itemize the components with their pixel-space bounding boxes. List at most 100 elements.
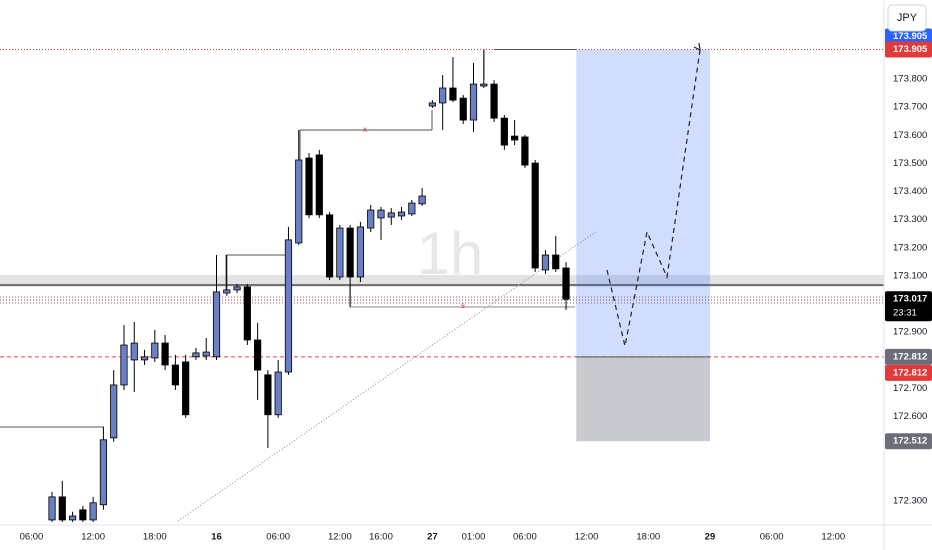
plot bbox=[48, 50, 570, 522]
currency-button[interactable] bbox=[887, 4, 927, 32]
candle-body bbox=[233, 286, 241, 291]
candle-body bbox=[264, 374, 272, 416]
candle-body bbox=[439, 87, 447, 104]
projection-path bbox=[606, 49, 701, 347]
y-tick-label: 173.800 bbox=[893, 74, 927, 85]
candle-body bbox=[243, 286, 251, 341]
x-tick-label: 12:00 bbox=[328, 532, 352, 543]
candle-body bbox=[387, 212, 395, 218]
axes: 172.300 172.600 172.700 172.900 173.100 173.2… bbox=[20, 28, 932, 543]
candle-body bbox=[182, 361, 190, 416]
candle-body bbox=[274, 371, 282, 416]
x-tick-label: 12:00 bbox=[821, 532, 845, 543]
y-tick-label: 173.200 bbox=[893, 242, 927, 253]
y-tick-label: 173.700 bbox=[893, 102, 927, 113]
x-tick-label: 12:00 bbox=[81, 532, 105, 543]
target-price-label: 173.905 bbox=[893, 44, 928, 55]
y-tick-label: 172.900 bbox=[893, 327, 927, 338]
y-tick-label: 172.600 bbox=[893, 411, 927, 422]
candle-body bbox=[459, 97, 467, 121]
marker: x bbox=[363, 125, 367, 134]
candle-body bbox=[212, 291, 221, 358]
price-band bbox=[0, 275, 884, 287]
candle-body bbox=[367, 209, 375, 229]
interval-watermark: 1h bbox=[417, 220, 484, 287]
candle-body bbox=[408, 202, 416, 215]
stop-price-label-bg bbox=[885, 433, 932, 450]
candle-body bbox=[171, 364, 179, 386]
candle-body bbox=[511, 135, 519, 141]
candle-body bbox=[161, 342, 169, 366]
marker: s bbox=[461, 301, 465, 310]
candle-body bbox=[449, 87, 457, 101]
candle-body bbox=[295, 159, 303, 244]
candle-body bbox=[305, 157, 313, 216]
target-price-label: 173.905 bbox=[893, 31, 928, 42]
candle-body bbox=[99, 439, 108, 506]
candle-body bbox=[500, 117, 508, 146]
x-tick-label: 29 bbox=[705, 532, 716, 543]
y-tick-label: 172.300 bbox=[893, 495, 927, 506]
candle-body bbox=[89, 502, 97, 521]
x-tick-label: 27 bbox=[427, 532, 438, 543]
candle-body bbox=[130, 342, 138, 361]
projection-arrow bbox=[693, 42, 701, 52]
entry-price-label: 172.812 bbox=[893, 351, 927, 362]
y-tick-label: 172.700 bbox=[893, 383, 927, 394]
candle-body bbox=[254, 339, 262, 371]
candle-body bbox=[68, 515, 77, 521]
candle-body bbox=[110, 384, 118, 439]
entry-price-label-bg bbox=[885, 364, 932, 381]
y-tick-label: 173.500 bbox=[893, 158, 927, 169]
candle-body bbox=[79, 509, 87, 521]
x-tick-label: 06:00 bbox=[760, 532, 784, 543]
target-price-label-bg bbox=[885, 41, 932, 58]
x-tick-label: 16 bbox=[211, 532, 222, 543]
candle-body bbox=[48, 496, 56, 521]
x-tick-label: 12:00 bbox=[575, 532, 599, 543]
stop-zone bbox=[576, 356, 710, 442]
x-tick-label: 18:00 bbox=[636, 532, 660, 543]
candle-body bbox=[346, 227, 354, 278]
candle-body bbox=[151, 342, 159, 359]
y-tick-label: 173.400 bbox=[893, 186, 927, 197]
x-tick-label: 06:00 bbox=[20, 532, 44, 543]
y-tick-label: 173.100 bbox=[893, 270, 927, 281]
currency-label: JPY bbox=[897, 12, 918, 24]
stop-price-label: 172.512 bbox=[893, 436, 927, 447]
trend-line bbox=[177, 230, 598, 522]
candle-body bbox=[223, 289, 231, 294]
candle-body bbox=[336, 227, 344, 278]
candle-body bbox=[315, 154, 323, 216]
last-price-label: 173.017 bbox=[893, 294, 927, 305]
candle-body bbox=[541, 254, 550, 271]
candle-body bbox=[521, 136, 529, 166]
x-tick-label: 16:00 bbox=[369, 532, 393, 543]
candle-body bbox=[140, 356, 149, 361]
candle-body bbox=[562, 267, 570, 300]
candle-body bbox=[356, 226, 365, 278]
x-tick-label: 18:00 bbox=[143, 532, 167, 543]
candle-body bbox=[58, 496, 66, 521]
x-tick-label: 01:00 bbox=[462, 532, 486, 543]
last-price-bg bbox=[885, 291, 932, 322]
entry-price-label: 172.812 bbox=[893, 367, 927, 378]
candle-body bbox=[552, 254, 560, 270]
candle-body bbox=[397, 211, 406, 217]
candle-body bbox=[325, 214, 334, 278]
candle-body bbox=[377, 209, 385, 219]
candle-body bbox=[284, 239, 293, 373]
candle-body bbox=[480, 83, 488, 87]
y-tick-label: 173.300 bbox=[893, 214, 927, 225]
candle-body bbox=[202, 351, 210, 357]
candle-body bbox=[428, 102, 436, 107]
x-tick-label: 06:00 bbox=[266, 532, 290, 543]
x-tick-label: 06:00 bbox=[513, 532, 537, 543]
entry-price-label-bg bbox=[885, 348, 932, 365]
candle-body bbox=[469, 83, 478, 121]
candle-body bbox=[490, 83, 498, 119]
candle-body bbox=[531, 162, 539, 269]
y-tick-label: 173.600 bbox=[893, 130, 927, 141]
candle-body bbox=[418, 195, 426, 205]
